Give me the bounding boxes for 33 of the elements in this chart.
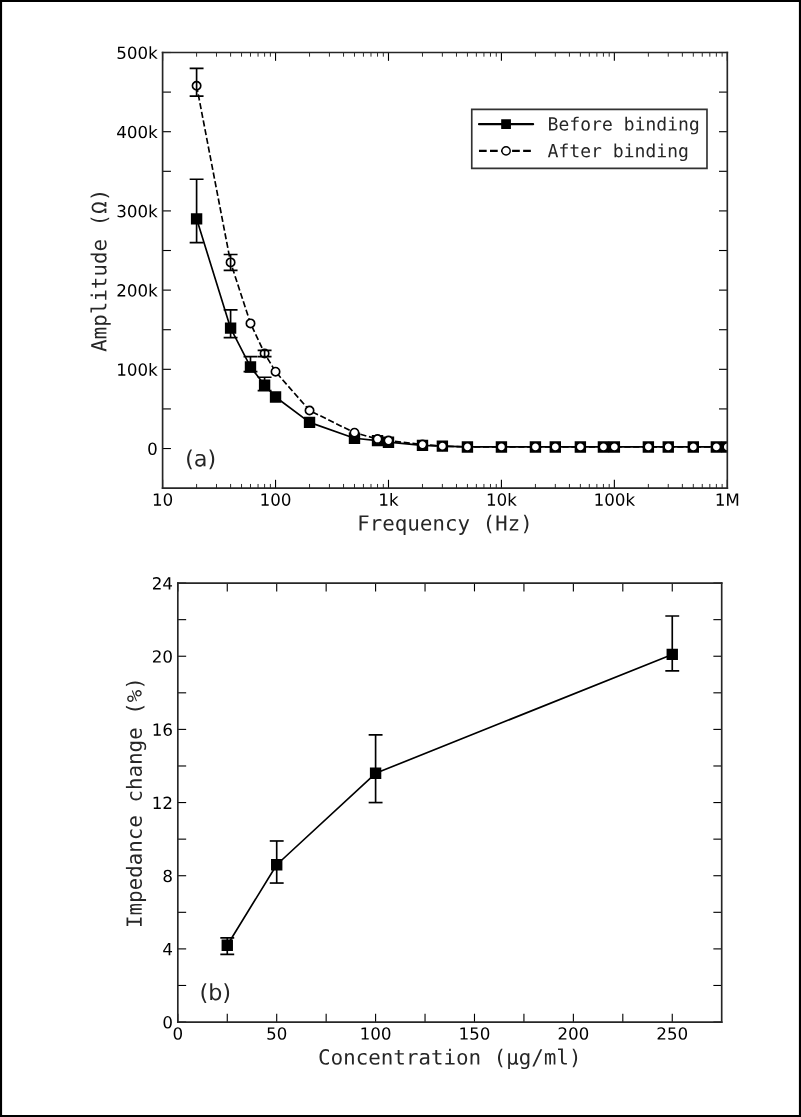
x-tick-label: 1k [380, 492, 399, 506]
y-tick-label: 8 [163, 869, 172, 883]
x-tick-label: 150 [460, 1027, 490, 1040]
x-tick-label: 0 [173, 1027, 183, 1040]
y-tick-label: 200k [117, 283, 158, 297]
x-tick-label: 50 [267, 1027, 287, 1040]
y-tick-label: 0 [148, 442, 157, 456]
y-tick-label: 500k [117, 46, 158, 60]
y-axis-title: Impedance change (%) [125, 681, 147, 926]
annotation: (a) [187, 449, 215, 470]
legend-label: After binding [547, 143, 688, 162]
y-tick-label: 4 [163, 943, 173, 956]
x-tick-label: 10k [487, 492, 517, 506]
x-tick-label: 100k [595, 492, 636, 506]
y-tick-label: 300k [117, 204, 158, 218]
legend-label: Before binding [549, 116, 699, 135]
y-tick-label: 100k [118, 362, 158, 376]
y-tick-label: 24 [152, 577, 173, 590]
y-tick-label: 0 [163, 1016, 172, 1029]
x-tick-label: 10 [153, 493, 173, 506]
x-tick-label: 200 [558, 1027, 589, 1040]
y-tick-label: 400k [117, 125, 158, 139]
y-tick-label: 16 [153, 723, 172, 736]
x-tick-label: 1M [716, 493, 739, 506]
x-tick-label: 100 [261, 493, 291, 506]
annotation: (b) [201, 983, 230, 1004]
y-tick-label: 20 [152, 650, 172, 663]
x-tick-label: 100 [361, 1027, 391, 1040]
x-axis-title: Frequency (Hz) [359, 514, 529, 535]
y-tick-label: 12 [153, 796, 172, 809]
x-tick-label: 250 [657, 1027, 688, 1040]
y-axis-title: Amplitude (Ω) [90, 193, 111, 352]
x-axis-title: Concentration (μg/ml) [319, 1048, 578, 1070]
